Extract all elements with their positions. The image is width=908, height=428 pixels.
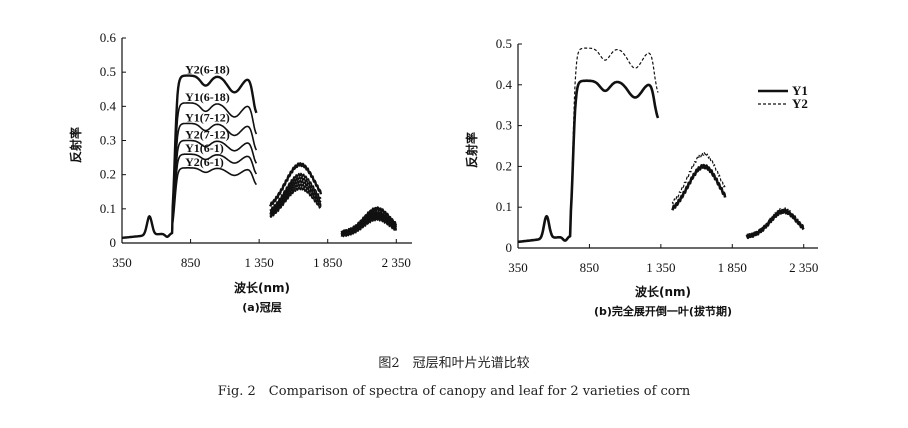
chart-a-ytick-label: 0.4 [100, 98, 117, 113]
chart-b-series-y1 [517, 79, 660, 244]
chart-a-series-y2-6-18- [269, 162, 323, 207]
chart-b-series-y1 [671, 163, 727, 211]
chart-b-xtick-label: 1 350 [646, 260, 675, 275]
chart-a-subtitle: (a)冠层 [242, 301, 281, 314]
chart-b-ylabel: 反射率 [464, 132, 479, 168]
chart-a-xtick-label: 850 [181, 255, 201, 270]
chart-a-xtick-label: 1 850 [313, 255, 342, 270]
legend-label-y2: Y2 [792, 96, 808, 111]
chart-b-ytick-label: 0.2 [496, 158, 512, 173]
chart-a-xlabel: 波长(nm) [234, 280, 290, 295]
chart-b-subtitle: (b)完全展开倒一叶(拔节期) [594, 304, 732, 318]
chart-a-ytick-label: 0.3 [100, 133, 116, 148]
chart-b-xtick-label: 2 350 [789, 260, 818, 275]
chart-a-series-label: Y2(6-1) [185, 155, 224, 169]
chart-b-ytick-label: 0.5 [496, 36, 512, 51]
chart-a-ytick-label: 0.6 [100, 30, 117, 45]
chart-a-series-label: Y2(6-18) [185, 63, 230, 77]
chart-a-xtick-label: 350 [112, 255, 132, 270]
legend-label-y1: Y1 [792, 83, 808, 98]
chart-a-series-y2-7-12- [269, 179, 322, 215]
chart-a-series-y1-6-1- [269, 183, 322, 217]
chart-a-ytick-label: 0.5 [100, 64, 116, 79]
chart-a-xtick-label: 2 350 [382, 255, 411, 270]
chart-a: 0 0.1 0.2 0.3 0.4 0.5 0.6 350 850 1 350 1 850 2 35… [68, 30, 412, 314]
chart-b-xtick-label: 850 [580, 260, 600, 275]
chart-b-xlabel: 波长(nm) [635, 284, 691, 299]
figure-caption-cn: 图2 冠层和叶片光谱比较 [378, 356, 529, 371]
chart-a-series-y2-6-1- [269, 186, 322, 218]
chart-b-legend: Y1 Y2 [758, 83, 808, 111]
chart-a-ytick-label: 0 [110, 235, 117, 250]
chart-a-xtick-label: 1 350 [245, 255, 274, 270]
chart-a-series-label: Y2(7-12) [185, 128, 230, 142]
chart-b-xtick-label: 350 [508, 260, 528, 275]
chart-a-series-label: Y1(6-18) [185, 90, 230, 104]
chart-a-series-y1-6-18- [269, 172, 322, 212]
chart-a-series-label: Y1(7-12) [185, 110, 230, 124]
chart-a-series-label: Y1(6-1) [185, 141, 224, 155]
chart-b-ytick-label: 0.1 [496, 199, 512, 214]
chart-b-ytick-label: 0 [506, 240, 513, 255]
chart-b-series-y2 [746, 207, 805, 238]
chart-a-ytick-label: 0.1 [100, 201, 116, 216]
chart-a-ylabel: 反射率 [68, 127, 83, 163]
chart-a-ytick-label: 0.2 [100, 167, 116, 182]
chart-b-xtick-label: 1 850 [718, 260, 747, 275]
chart-b-ytick-label: 0.4 [496, 77, 513, 92]
figure-caption-en: Fig. 2 Comparison of spectra of canopy a… [218, 384, 691, 399]
chart-b-series-y1 [745, 208, 805, 240]
chart-b-ytick-label: 0.3 [496, 118, 512, 133]
chart-b-series-y2 [517, 47, 659, 243]
chart-a-series-y2-6-1- [340, 217, 398, 238]
chart-b: 0 0.1 0.2 0.3 0.4 0.5 350 850 1 350 1 850 2 350 Y… [464, 36, 818, 318]
chart-a-series-y2-6-1- [121, 167, 258, 239]
